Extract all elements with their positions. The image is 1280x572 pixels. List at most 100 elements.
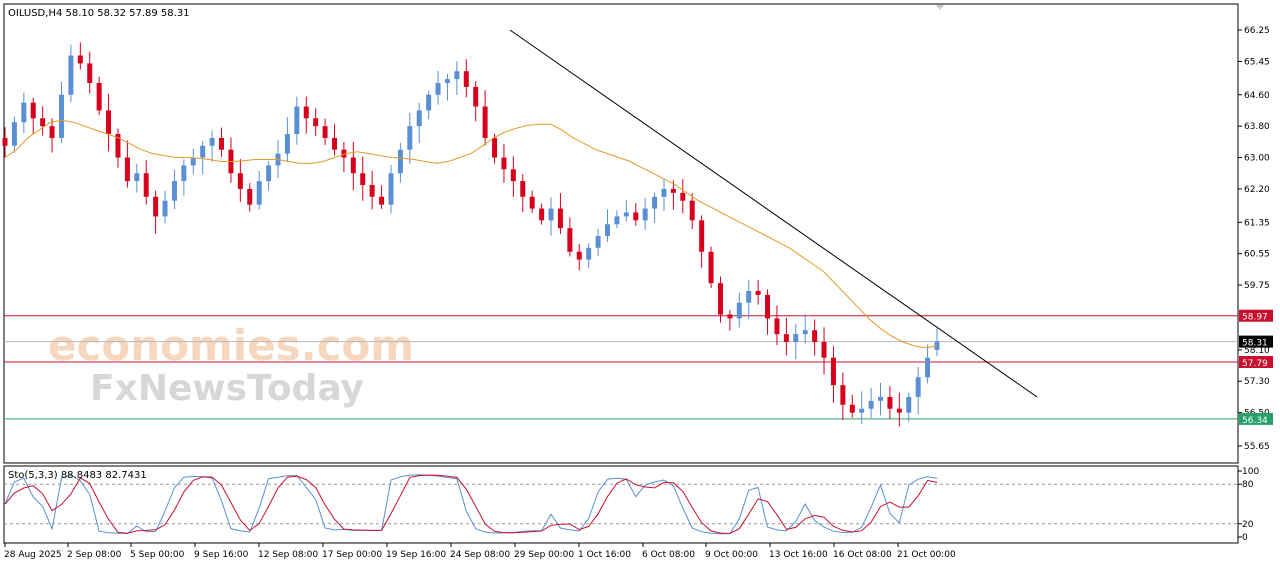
- candle[interactable]: [49, 118, 55, 153]
- candle[interactable]: [473, 81, 479, 122]
- candle[interactable]: [887, 386, 893, 419]
- candle[interactable]: [708, 246, 714, 288]
- candle[interactable]: [840, 372, 846, 421]
- candle[interactable]: [2, 127, 8, 158]
- candle[interactable]: [30, 97, 36, 135]
- candle[interactable]: [266, 160, 272, 191]
- candle[interactable]: [510, 156, 516, 197]
- candle[interactable]: [416, 102, 422, 144]
- candle[interactable]: [652, 192, 658, 223]
- candle[interactable]: [567, 217, 573, 257]
- candle[interactable]: [322, 118, 328, 146]
- candle[interactable]: [134, 163, 140, 193]
- candle[interactable]: [68, 44, 74, 102]
- candle[interactable]: [605, 209, 611, 242]
- candle[interactable]: [124, 140, 130, 188]
- candle[interactable]: [557, 193, 563, 235]
- candle[interactable]: [219, 127, 225, 157]
- candle[interactable]: [369, 170, 375, 210]
- candle[interactable]: [190, 148, 196, 175]
- candle[interactable]: [623, 199, 629, 222]
- candle[interactable]: [802, 314, 808, 344]
- candle[interactable]: [586, 243, 592, 269]
- candle[interactable]: [915, 366, 921, 415]
- candle[interactable]: [435, 71, 441, 105]
- candle[interactable]: [642, 198, 648, 230]
- candle[interactable]: [492, 133, 498, 164]
- candle[interactable]: [812, 319, 818, 356]
- candle[interactable]: [783, 317, 789, 356]
- candle[interactable]: [341, 142, 347, 173]
- candle[interactable]: [40, 106, 46, 136]
- candle[interactable]: [727, 310, 733, 331]
- candle[interactable]: [360, 156, 366, 201]
- candle[interactable]: [774, 305, 780, 345]
- candle[interactable]: [407, 112, 413, 164]
- candle[interactable]: [859, 391, 865, 425]
- downtrend-line[interactable]: [509, 29, 1038, 398]
- candle[interactable]: [680, 179, 686, 214]
- candle[interactable]: [454, 61, 460, 95]
- indicator-panel[interactable]: [3, 465, 1239, 544]
- candle[interactable]: [162, 190, 168, 224]
- candle[interactable]: [58, 81, 64, 143]
- candle[interactable]: [614, 210, 620, 229]
- candle[interactable]: [96, 76, 102, 116]
- candle[interactable]: [388, 164, 394, 214]
- candle[interactable]: [830, 346, 836, 403]
- candle[interactable]: [595, 228, 601, 256]
- candle[interactable]: [793, 323, 799, 360]
- candle[interactable]: [689, 193, 695, 230]
- candle[interactable]: [539, 203, 545, 225]
- candle[interactable]: [313, 108, 319, 137]
- candle[interactable]: [463, 59, 469, 98]
- candle[interactable]: [153, 190, 159, 234]
- candle[interactable]: [633, 203, 639, 226]
- candle[interactable]: [670, 180, 676, 210]
- candle[interactable]: [21, 92, 27, 134]
- candle[interactable]: [896, 392, 902, 427]
- candle[interactable]: [444, 73, 450, 101]
- candle[interactable]: [746, 279, 752, 320]
- price-panel[interactable]: [3, 3, 1239, 464]
- candle[interactable]: [576, 243, 582, 271]
- candle[interactable]: [303, 96, 309, 134]
- candle[interactable]: [717, 276, 723, 323]
- candle[interactable]: [878, 382, 884, 416]
- candle[interactable]: [736, 292, 742, 328]
- candle[interactable]: [925, 344, 931, 384]
- candle[interactable]: [849, 394, 855, 418]
- candle[interactable]: [237, 158, 243, 202]
- candle[interactable]: [11, 116, 17, 154]
- candle[interactable]: [765, 289, 771, 335]
- candle[interactable]: [501, 143, 507, 183]
- candle[interactable]: [181, 159, 187, 196]
- candle[interactable]: [284, 116, 290, 163]
- candle[interactable]: [331, 123, 337, 156]
- candle[interactable]: [661, 178, 667, 211]
- candle[interactable]: [247, 183, 253, 212]
- scroll-marker-icon[interactable]: [936, 5, 944, 10]
- candle[interactable]: [397, 142, 403, 183]
- candle[interactable]: [171, 169, 177, 210]
- candle[interactable]: [482, 90, 488, 146]
- candle[interactable]: [426, 90, 432, 120]
- candle[interactable]: [143, 160, 149, 205]
- candle[interactable]: [821, 327, 827, 375]
- candle[interactable]: [520, 174, 526, 213]
- candle[interactable]: [548, 197, 554, 236]
- candle[interactable]: [350, 141, 356, 191]
- candle[interactable]: [115, 128, 121, 168]
- candle[interactable]: [294, 96, 300, 145]
- candle[interactable]: [77, 42, 83, 70]
- candle[interactable]: [256, 170, 262, 210]
- candle[interactable]: [699, 215, 705, 268]
- candle[interactable]: [868, 387, 874, 419]
- candle[interactable]: [906, 392, 912, 422]
- candle[interactable]: [934, 328, 940, 357]
- candle[interactable]: [106, 93, 112, 152]
- candle[interactable]: [209, 130, 215, 162]
- candle[interactable]: [87, 51, 93, 94]
